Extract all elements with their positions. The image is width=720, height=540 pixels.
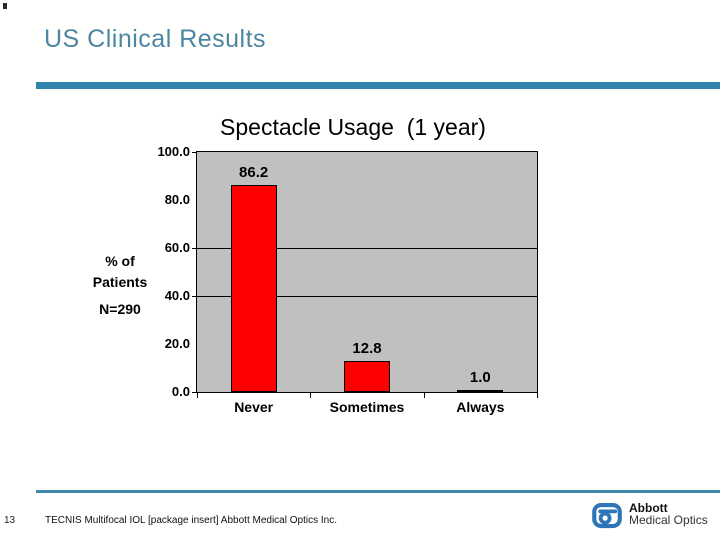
y-axis-tick-label: 80.0 [164,192,190,207]
abbott-a-icon [592,502,622,529]
y-axis-tick-label: 0.0 [171,384,190,399]
plot-area [196,151,538,393]
title-divider-bar [36,82,720,89]
logo-brand-name: Abbott [629,501,668,515]
x-axis-label-never: Never [234,399,274,415]
y-axis-title: % of Patients N=290 [62,251,178,320]
x-tick [537,393,538,398]
y-axis-title-line: % of [105,253,135,269]
footer-divider-line [36,490,720,493]
logo-sub-name: Medical Optics [629,513,708,527]
logo-text: Abbott Medical Optics [629,502,708,526]
citation-text: TECNIS Multifocal IOL [package insert] A… [45,515,337,526]
page-number: 13 [4,515,16,526]
y-axis-tick-label: 100.0 [157,144,190,159]
sample-size-label: N=290 [99,301,141,317]
x-axis-label-sometimes: Sometimes [329,399,405,415]
y-axis-tick-label: 20.0 [164,336,190,351]
abbott-medical-optics-logo: Abbott Medical Optics [592,502,708,529]
x-axis-label-always: Always [456,399,505,415]
y-axis-title-line: Patients [92,274,148,290]
slide-title: US Clinical Results [44,25,267,53]
chart-title: Spectacle Usage (1 year) [220,114,486,140]
x-tick [424,393,425,398]
x-tick [197,393,198,398]
corner-mark [3,3,7,9]
x-tick [310,393,311,398]
